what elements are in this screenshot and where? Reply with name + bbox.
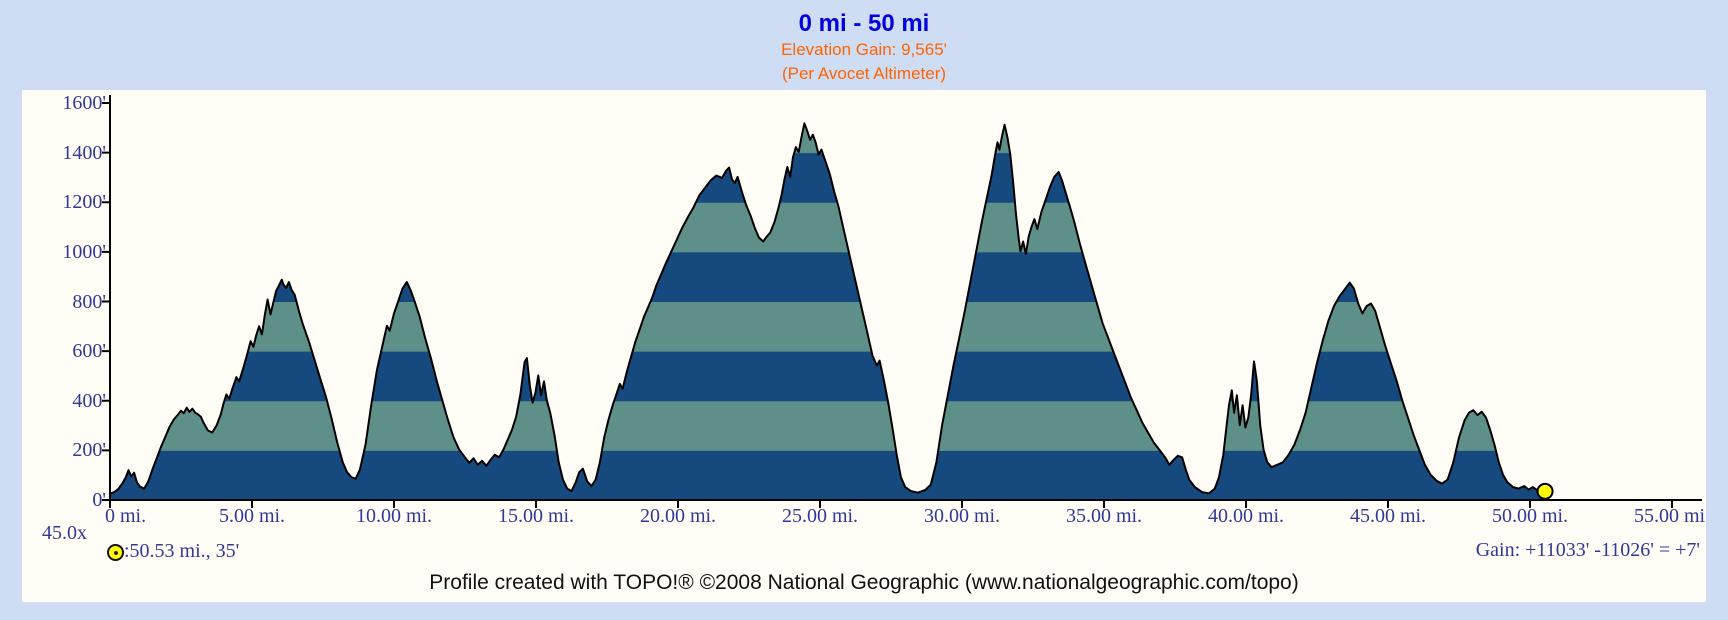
y-tick-label: 1000'	[62, 240, 106, 263]
y-tick-label: 1600'	[62, 92, 106, 114]
y-tick-label: 200'	[72, 439, 106, 462]
y-tick-label: 1400'	[62, 141, 106, 164]
title-block: 0 mi - 50 mi Elevation Gain: 9,565' (Per…	[0, 10, 1728, 86]
x-tick-label: 15.00 mi.	[497, 505, 575, 527]
elevation-band	[110, 301, 1546, 352]
elevation-profile-svg	[102, 95, 1702, 508]
x-tick-label: 55.00 mi.	[1633, 505, 1706, 527]
x-tick-label: 50.00 mi.	[1491, 505, 1569, 527]
y-tick-label: 400'	[72, 389, 106, 412]
profile-chart-panel: 0' 200' 400' 600' 800' 1000' 1200' 1400' 1600' 0…	[22, 90, 1706, 602]
x-tick-label: 25.00 mi.	[781, 505, 859, 527]
elevation-band	[110, 123, 1546, 154]
x-tick-label: 5.00 mi.	[218, 505, 286, 527]
page-title: 0 mi - 50 mi	[798, 10, 930, 37]
elevation-gain-subtitle: Elevation Gain: 9,565'	[781, 40, 947, 59]
vertical-exaggeration-label: 45.0x	[42, 522, 87, 544]
y-tick-label: 600'	[72, 340, 106, 363]
x-tick-label: 35.00 mi.	[1065, 505, 1143, 527]
elevation-band	[110, 251, 1546, 302]
profile-outline	[109, 122, 1546, 495]
elevation-band	[110, 351, 1546, 402]
y-tick-label: 800'	[72, 290, 106, 313]
elevation-band	[110, 152, 1546, 203]
elevation-bands	[110, 123, 1546, 501]
x-tick-label: 30.00 mi.	[923, 505, 1001, 527]
x-tick-label: 45.00 mi.	[1349, 505, 1427, 527]
x-tick-label: 10.00 mi.	[355, 505, 433, 527]
end-of-track-marker	[1536, 482, 1554, 500]
end-of-track-legend-icon	[107, 544, 124, 561]
axes	[102, 95, 1702, 508]
elevation-band	[110, 202, 1546, 253]
x-tick-label: 40.00 mi.	[1207, 505, 1285, 527]
x-tick-label: 20.00 mi.	[639, 505, 717, 527]
y-tick-label: 0'	[92, 489, 106, 511]
x-tick-label: 0 mi.	[105, 505, 147, 527]
gain-summary: Gain: +11033' -11026' = +7'	[1475, 539, 1700, 561]
y-tick-label: 1200'	[62, 191, 106, 214]
end-of-track-coordinates: :50.53 mi., 35'	[124, 540, 240, 562]
topo-copyright-caption: Profile created with TOPO!® ©2008 Nation…	[429, 571, 1299, 594]
altimeter-note: (Per Avocet Altimeter)	[781, 64, 947, 83]
legend-dot-core	[113, 550, 118, 555]
